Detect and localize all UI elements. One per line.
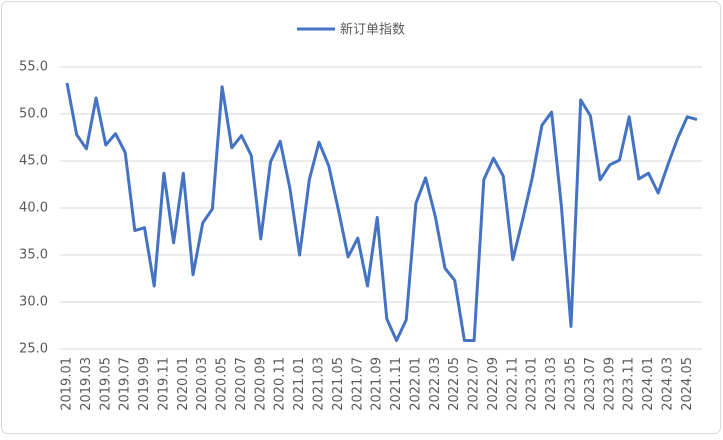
x-tick-label: 2021.11 bbox=[389, 357, 404, 411]
data-line bbox=[65, 82, 698, 342]
x-tick-label: 2023.05 bbox=[564, 357, 579, 411]
x-tick-label: 2021.01 bbox=[292, 357, 307, 411]
y-tick-label: 35.0 bbox=[19, 248, 48, 263]
y-tick-label: 45.0 bbox=[19, 154, 48, 169]
x-tick-label: 2023.03 bbox=[544, 357, 559, 411]
x-tick-label: 2021.05 bbox=[331, 357, 346, 411]
x-tick-label: 2019.05 bbox=[98, 357, 113, 411]
x-tick-label: 2023.01 bbox=[525, 357, 540, 411]
x-tick-label: 2020.07 bbox=[234, 357, 249, 411]
y-tick-label: 40.0 bbox=[19, 201, 48, 216]
x-tick-label: 2019.01 bbox=[60, 357, 75, 411]
x-tick-label: 2020.05 bbox=[215, 357, 230, 411]
x-tick-label: 2019.09 bbox=[137, 357, 152, 411]
x-tick-label: 2024.05 bbox=[680, 357, 695, 411]
x-tick-label: 2019.03 bbox=[79, 357, 94, 411]
legend-label: 新订单指数 bbox=[340, 22, 405, 38]
y-tick-label: 25.0 bbox=[19, 342, 48, 357]
x-tick-label: 2021.07 bbox=[350, 357, 365, 411]
x-tick-label: 2022.01 bbox=[408, 357, 423, 411]
y-tick-label: 55.0 bbox=[19, 60, 48, 75]
x-tick-label: 2024.01 bbox=[641, 357, 656, 411]
x-tick-label: 2020.09 bbox=[253, 357, 268, 411]
x-tick-label: 2020.11 bbox=[273, 357, 288, 411]
x-tick-label: 2022.11 bbox=[505, 357, 520, 411]
x-tick-label: 2021.09 bbox=[370, 357, 385, 411]
x-tick-label: 2021.03 bbox=[312, 357, 327, 411]
y-tick-label: 50.0 bbox=[19, 107, 48, 122]
x-tick-label: 2023.07 bbox=[583, 357, 598, 411]
x-tick-label: 2024.03 bbox=[660, 357, 675, 411]
x-tick-label: 2020.01 bbox=[176, 357, 191, 411]
x-tick-label: 2019.11 bbox=[156, 357, 171, 411]
x-tick-label: 2022.03 bbox=[428, 357, 443, 411]
x-tick-label: 2022.09 bbox=[486, 357, 501, 411]
y-tick-label: 30.0 bbox=[19, 295, 48, 310]
x-tick-label: 2022.05 bbox=[447, 357, 462, 411]
x-tick-label: 2022.07 bbox=[467, 357, 482, 411]
x-tick-label: 2023.11 bbox=[622, 357, 637, 411]
x-tick-label: 2020.03 bbox=[195, 357, 210, 411]
x-tick-label: 2019.07 bbox=[118, 357, 133, 411]
x-tick-label: 2023.09 bbox=[602, 357, 617, 411]
